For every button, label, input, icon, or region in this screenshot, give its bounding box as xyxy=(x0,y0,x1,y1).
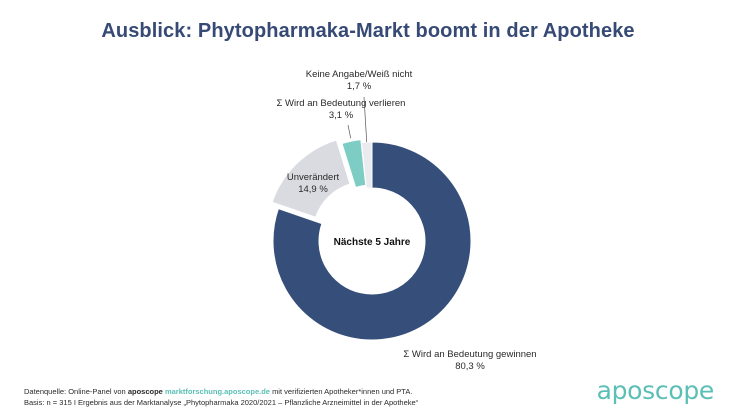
slice-value-1: 80,3 % xyxy=(455,361,485,372)
slice-label-4: Keine Angabe/Weiß nicht xyxy=(306,69,413,80)
donut-slice-4 xyxy=(360,141,373,189)
donut-slice-1 xyxy=(272,141,472,341)
footer-source: Datenquelle: Online-Panel von aposcope m… xyxy=(24,386,418,408)
footer-line-2: Basis: n = 315 I Ergebnis aus der Markta… xyxy=(24,398,419,407)
chart-title: Ausblick: Phytopharmaka-Markt boomt in d… xyxy=(101,20,635,42)
slice-value-4: 1,7 % xyxy=(347,81,372,92)
footer-suffix: mit verifizierten Apotheker*innen und PT… xyxy=(272,387,413,396)
slice-value-3: 3,1 % xyxy=(329,110,354,121)
donut-slice-2 xyxy=(271,139,351,218)
leader-line-2 xyxy=(363,96,368,143)
aposcope-logo: aposcope xyxy=(596,376,715,405)
footer-line-1: Datenquelle: Online-Panel von aposcope m… xyxy=(24,386,418,397)
footer-brand: aposcope xyxy=(127,387,163,396)
donut-center-label: Nächste 5 Jahre xyxy=(334,237,411,248)
footer-url[interactable]: marktforschung.aposcope.de xyxy=(164,387,270,396)
slice-label-2: Unverändert xyxy=(287,172,340,183)
footer-prefix: Datenquelle: Online-Panel von xyxy=(24,387,126,396)
leader-line-1 xyxy=(347,124,352,139)
slice-label-1: Σ Wird an Bedeutung gewinnen xyxy=(403,349,536,360)
slice-value-2: 14,9 % xyxy=(298,184,328,195)
slice-label-3: Σ Wird an Bedeutung verlieren xyxy=(277,98,406,109)
